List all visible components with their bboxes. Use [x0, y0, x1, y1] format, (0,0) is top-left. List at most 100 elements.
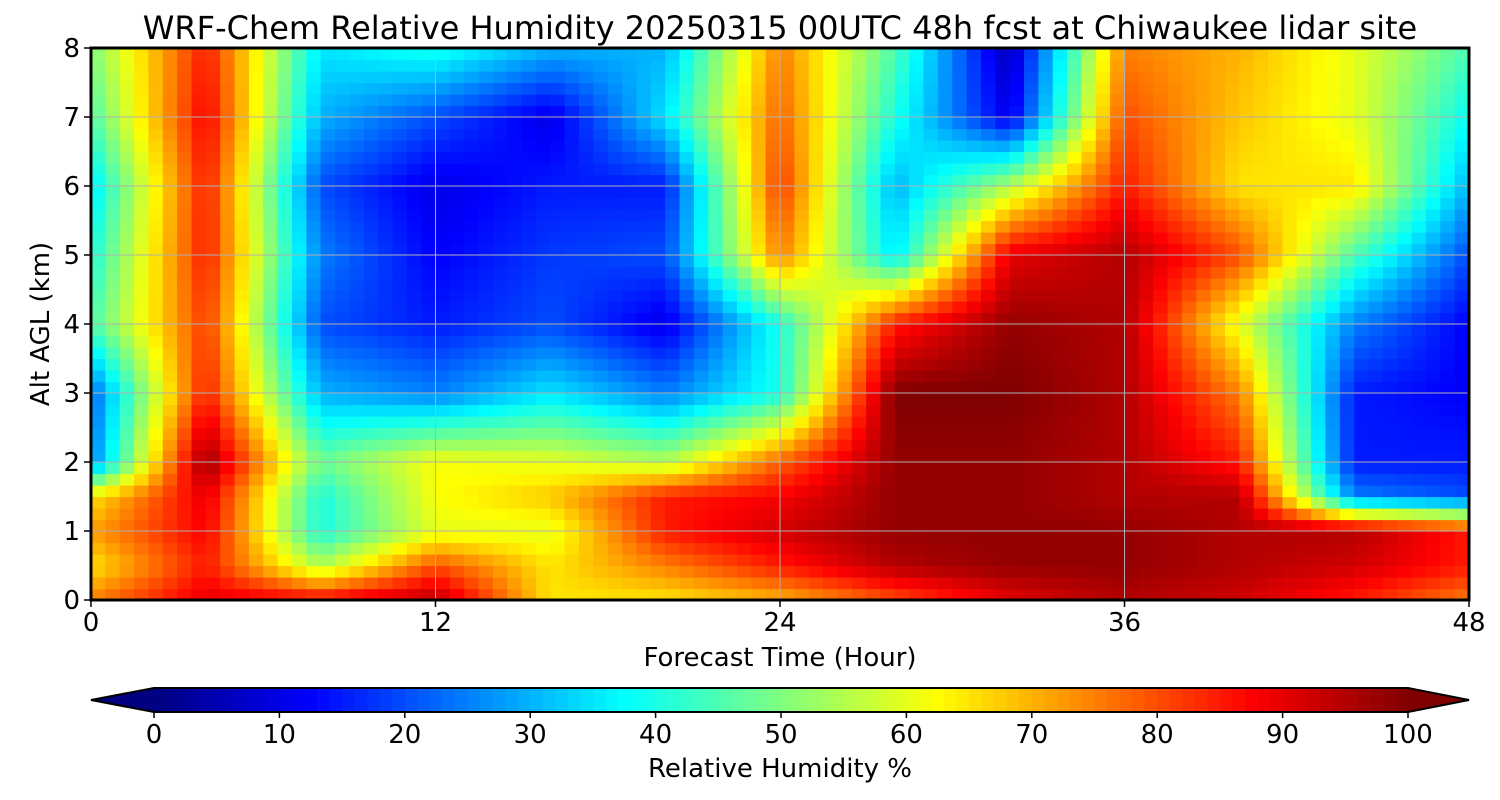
heatmap-cell	[177, 531, 193, 544]
heatmap-cell	[679, 289, 695, 302]
heatmap-cell	[1181, 473, 1197, 486]
heatmap-cell	[148, 209, 164, 222]
heatmap-cell	[679, 197, 695, 210]
heatmap-cell	[1067, 565, 1083, 578]
heatmap-cell	[205, 393, 221, 406]
heatmap-cell	[1253, 554, 1269, 567]
heatmap-cell	[937, 71, 953, 84]
heatmap-cell	[1282, 105, 1298, 118]
heatmap-cell	[736, 174, 752, 187]
heatmap-cell	[378, 186, 394, 199]
heatmap-cell	[708, 94, 724, 107]
heatmap-cell	[564, 197, 580, 210]
heatmap-cell	[1454, 117, 1470, 130]
heatmap-cell	[550, 82, 566, 95]
heatmap-cell	[722, 71, 738, 84]
heatmap-cell	[363, 531, 379, 544]
heatmap-cell	[1425, 565, 1441, 578]
heatmap-cell	[1339, 82, 1355, 95]
heatmap-cell	[1311, 128, 1327, 141]
heatmap-cell	[277, 163, 293, 176]
heatmap-cell	[134, 71, 150, 84]
heatmap-cell	[1138, 565, 1154, 578]
heatmap-cell	[1167, 301, 1183, 314]
heatmap-cell	[406, 220, 422, 233]
heatmap-cell	[708, 59, 724, 72]
colorbar-segment	[705, 688, 719, 712]
heatmap-cell	[320, 278, 336, 291]
heatmap-cell	[1368, 94, 1384, 107]
heatmap-cell	[191, 542, 207, 555]
heatmap-cell	[335, 462, 350, 475]
heatmap-cell	[234, 416, 250, 429]
heatmap-cell	[722, 519, 738, 532]
heatmap-cell	[579, 105, 594, 118]
heatmap-cell	[794, 266, 810, 279]
heatmap-cell	[1425, 370, 1441, 383]
heatmap-cell	[593, 554, 609, 567]
heatmap-cell	[291, 151, 307, 164]
heatmap-cell	[665, 128, 681, 141]
heatmap-cell	[1354, 163, 1370, 176]
heatmap-cell	[1397, 439, 1413, 452]
heatmap-cell	[277, 427, 293, 440]
heatmap-cell	[449, 485, 465, 498]
heatmap-cell	[1124, 278, 1140, 291]
heatmap-cell	[1368, 255, 1384, 268]
heatmap-cell	[1354, 243, 1370, 256]
heatmap-cell	[1354, 220, 1370, 233]
heatmap-cell	[708, 381, 724, 394]
heatmap-cell	[1311, 531, 1327, 544]
heatmap-cell	[1311, 416, 1327, 429]
heatmap-cell	[134, 301, 150, 314]
heatmap-cell	[823, 519, 839, 532]
heatmap-cell	[507, 450, 523, 463]
heatmap-cell	[306, 301, 322, 314]
heatmap-cell	[1196, 370, 1212, 383]
heatmap-cell	[148, 232, 164, 245]
heatmap-cell	[909, 117, 925, 130]
heatmap-cell	[220, 163, 236, 176]
heatmap-cell	[234, 531, 250, 544]
heatmap-cell	[780, 301, 795, 314]
heatmap-cell	[291, 554, 307, 567]
heatmap-cell	[363, 542, 379, 555]
heatmap-cell	[1124, 117, 1140, 130]
heatmap-cell	[980, 427, 996, 440]
heatmap-cell	[1067, 577, 1083, 590]
heatmap-cell	[1181, 289, 1197, 302]
heatmap-cell	[693, 324, 709, 337]
heatmap-cell	[1038, 266, 1054, 279]
heatmap-cell	[1009, 151, 1025, 164]
heatmap-cell	[909, 450, 925, 463]
heatmap-cell	[866, 255, 882, 268]
heatmap-cell	[636, 358, 652, 371]
heatmap-cell	[851, 82, 867, 95]
heatmap-cell	[220, 381, 236, 394]
heatmap-cell	[1339, 48, 1355, 61]
heatmap-cell	[636, 519, 652, 532]
heatmap-cell	[1009, 370, 1025, 383]
heatmap-cell	[1397, 531, 1413, 544]
heatmap-cell	[248, 554, 264, 567]
heatmap-cell	[1138, 117, 1154, 130]
heatmap-cell	[134, 565, 150, 578]
heatmap-cell	[248, 278, 264, 291]
heatmap-cell	[320, 289, 336, 302]
heatmap-cell	[693, 266, 709, 279]
heatmap-cell	[751, 381, 767, 394]
heatmap-cell	[579, 370, 594, 383]
heatmap-cell	[823, 186, 839, 199]
heatmap-cell	[650, 496, 666, 509]
heatmap-cell	[851, 48, 867, 61]
colorbar-tick-label: 80	[1141, 720, 1174, 750]
heatmap-cell	[1239, 416, 1255, 429]
heatmap-cell	[909, 48, 925, 61]
plot-area	[89, 46, 1471, 602]
heatmap-cell	[349, 301, 365, 314]
heatmap-cell	[808, 416, 824, 429]
heatmap-cell	[923, 393, 939, 406]
heatmap-cell	[1124, 381, 1140, 394]
heatmap-cell	[378, 243, 394, 256]
heatmap-cell	[952, 220, 968, 233]
